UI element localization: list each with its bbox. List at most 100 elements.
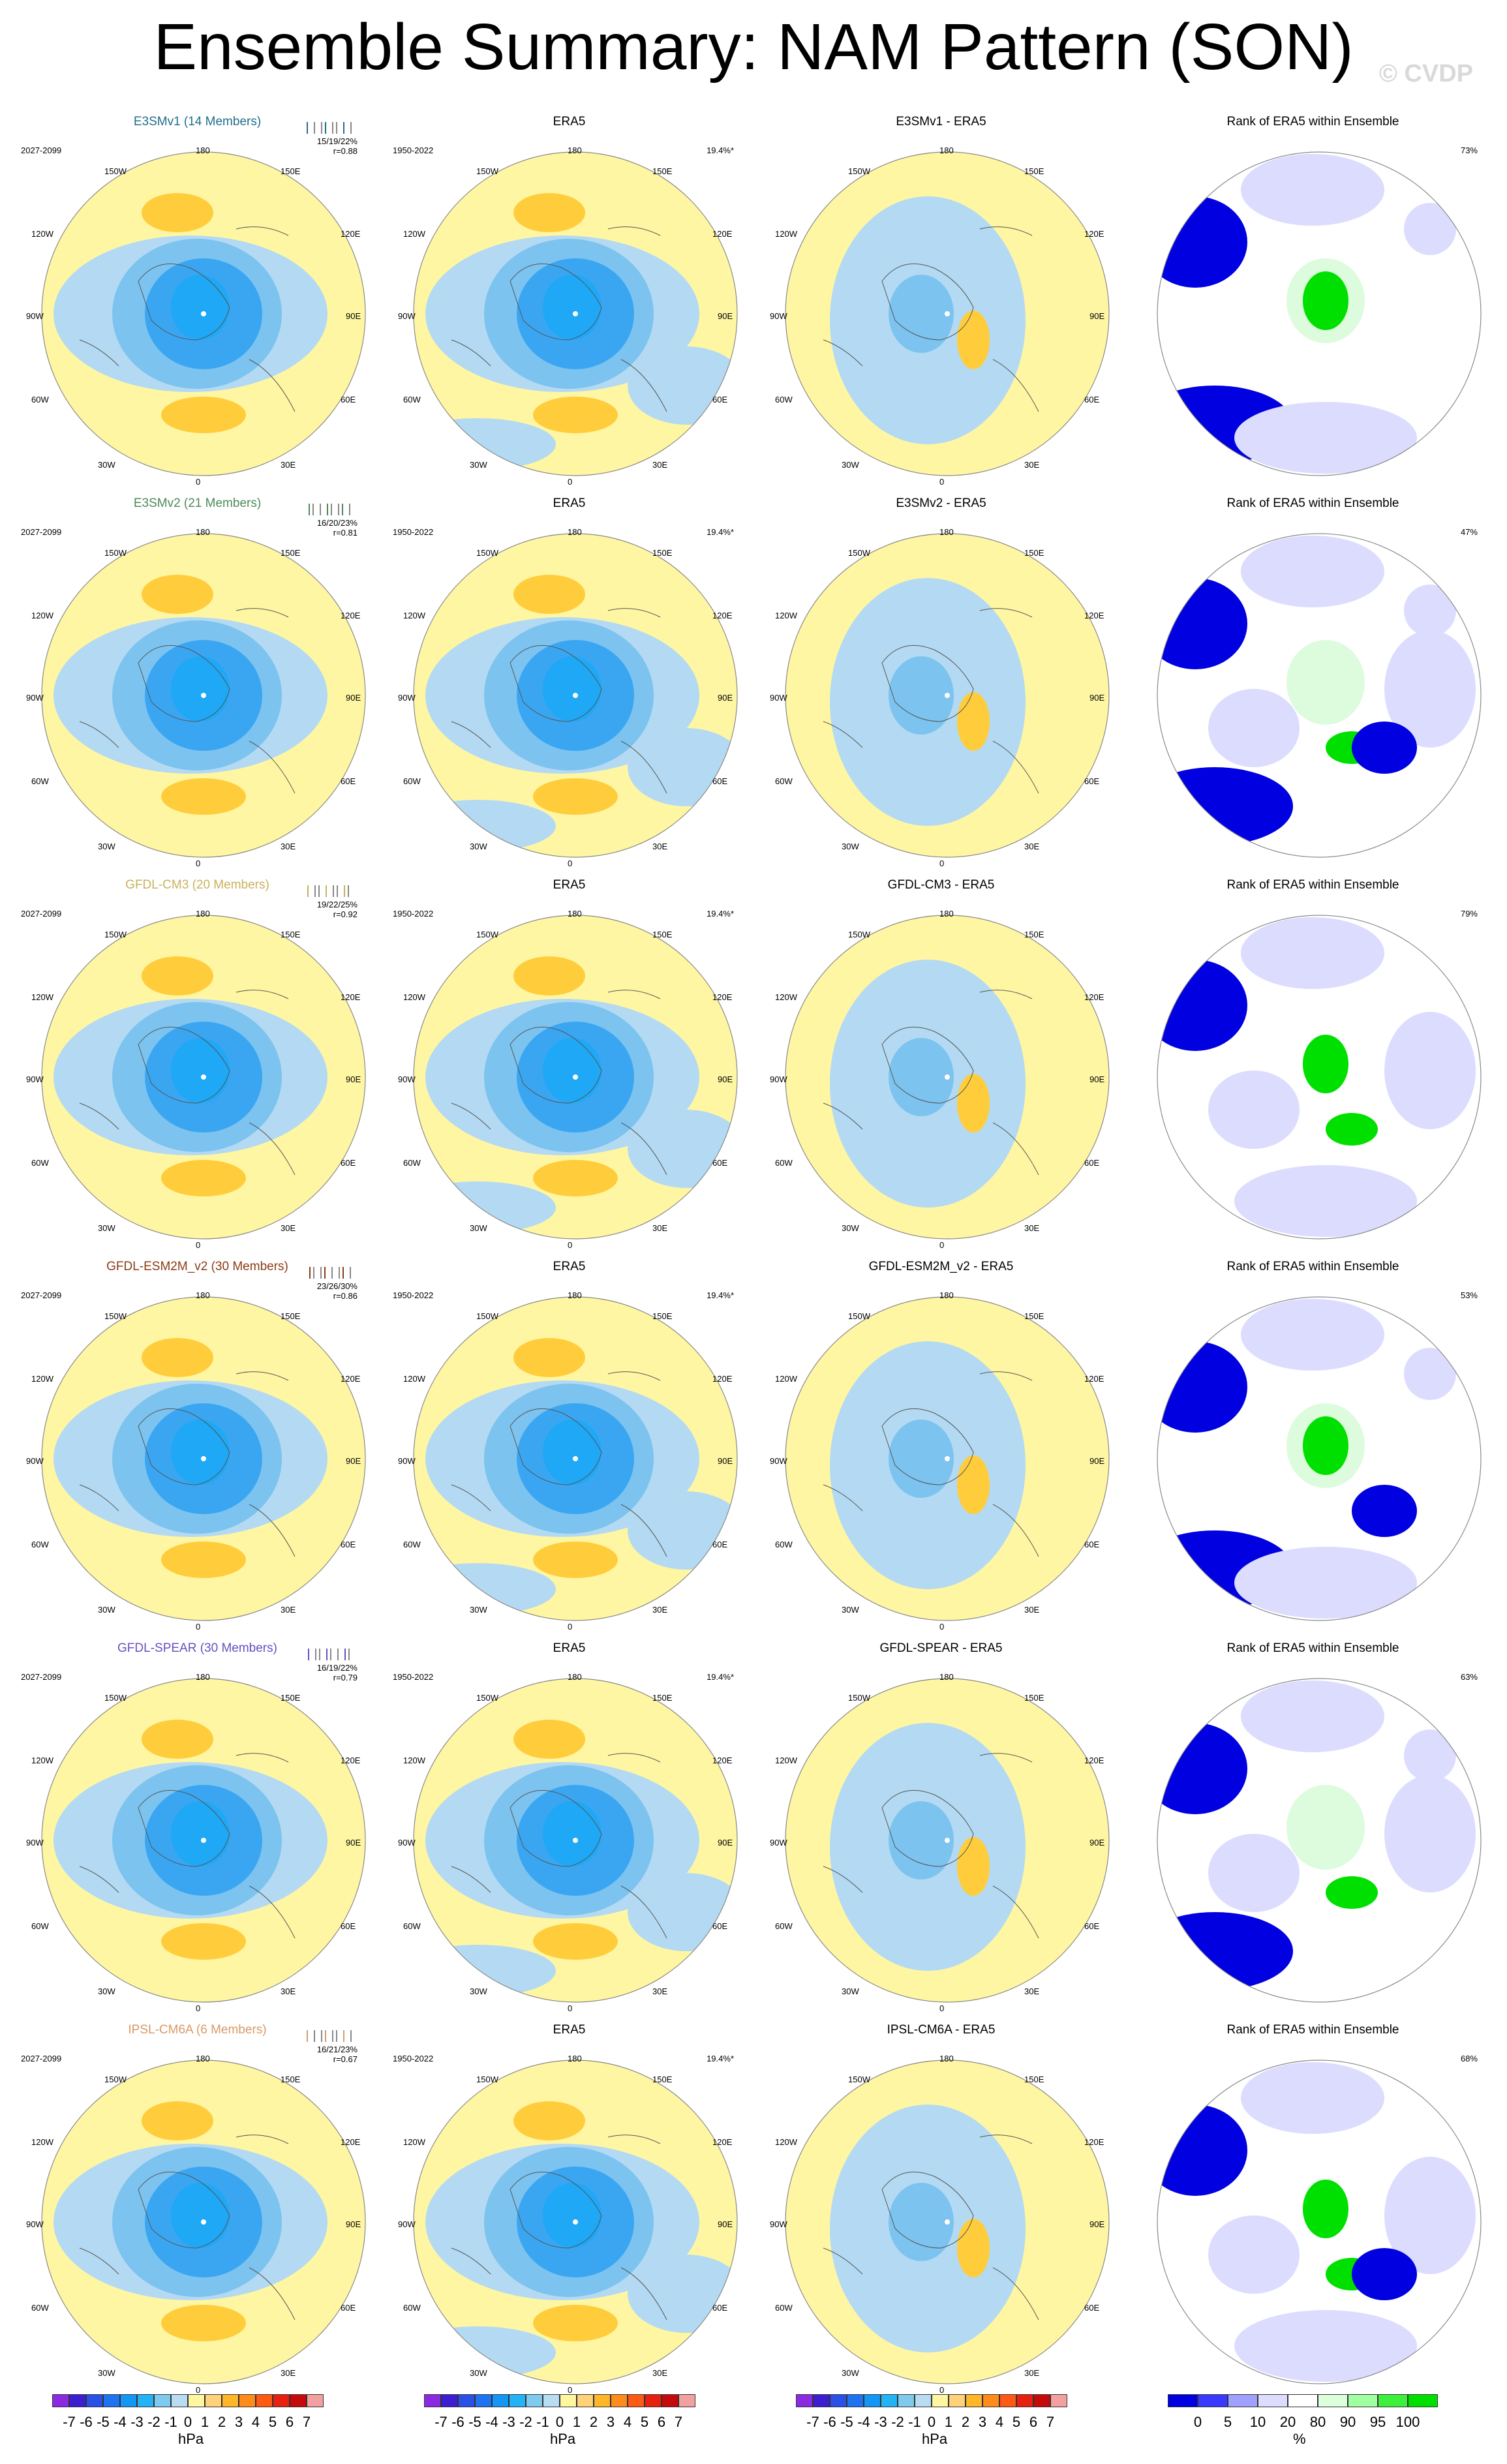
stats-block: 19/22/25% r=0.92 <box>279 900 358 919</box>
diff-polar-map <box>785 1296 1110 1621</box>
lon-label-wnw: 120W <box>403 611 425 620</box>
lon-label-se: 30E <box>652 460 668 470</box>
lon-label-nw: 150W <box>104 1311 127 1321</box>
lon-label-wnw: 120W <box>403 229 425 239</box>
member-tick <box>314 885 316 897</box>
lon-label-wsw: 60W <box>403 395 421 404</box>
member-tick <box>342 1267 344 1279</box>
lon-label-lon_top: 180 <box>939 145 954 155</box>
member-tick <box>331 504 332 515</box>
lon-label-nw: 150W <box>104 548 127 558</box>
lon-label-sw: 30W <box>470 460 487 470</box>
colorbar-swatch <box>69 2394 86 2407</box>
colorbar-swatch <box>577 2394 594 2407</box>
colorbar-swatch <box>1318 2394 1348 2407</box>
colorbar-tick-label: 100 <box>1395 2414 1420 2430</box>
lon-label-se: 30E <box>1024 1605 1040 1615</box>
diff-title: E3SMv2 - ERA5 <box>896 496 986 510</box>
colorbar-swatch <box>560 2394 577 2407</box>
lon-label-nw: 150W <box>848 2075 870 2084</box>
lon-label-wsw: 60W <box>775 1921 793 1931</box>
period-label: 1950-2022 <box>393 2054 434 2063</box>
lon-label-sw: 30W <box>470 1605 487 1615</box>
member-tick <box>312 504 314 515</box>
lon-label-w: 90W <box>26 1838 44 1848</box>
lon-label-lon_bottom: 0 <box>196 1622 201 1632</box>
lon-label-w: 90W <box>770 311 787 321</box>
lon-label-wsw: 60W <box>775 1158 793 1168</box>
colorbar-swatch <box>813 2394 830 2407</box>
colorbar-swatch <box>273 2394 290 2407</box>
lon-label-nw: 150W <box>848 166 870 176</box>
rank-title: Rank of ERA5 within Ensemble <box>1226 1260 1399 1273</box>
lon-label-lon_top: 180 <box>196 145 210 155</box>
ensemble-row: IPSL-CM6A (6 Members) 180 150W 150E 120W 120E… <box>0 2022 1507 2404</box>
lon-label-ene: 120E <box>1084 992 1104 1002</box>
lon-label-e: 90E <box>1089 311 1105 321</box>
lon-label-wnw: 120W <box>31 229 53 239</box>
colorbar-swatch <box>662 2394 678 2407</box>
lon-label-ne: 150E <box>652 930 673 939</box>
ensemble-row: GFDL-SPEAR (30 Members) 180 150W 150E 120W 12… <box>0 1641 1507 2022</box>
lon-label-wnw: 120W <box>31 992 53 1002</box>
colorbar-swatch <box>949 2394 966 2407</box>
lon-label-wnw: 120W <box>403 1756 425 1765</box>
model-panel: E3SMv2 (21 Members) 180 150W 150E 120W 120E 90… <box>20 496 375 877</box>
colorbar-tick-label: 3 <box>978 2414 987 2430</box>
model-polar-map <box>41 533 366 858</box>
pct-range: 16/20/23% <box>316 518 358 528</box>
lon-label-ne: 150E <box>281 2075 301 2084</box>
lon-label-se: 30E <box>652 2368 668 2378</box>
colorbar-swatch <box>864 2394 881 2407</box>
rank-pct-label: 68% <box>1460 2054 1478 2063</box>
lon-label-sw: 30W <box>470 1223 487 1233</box>
pct-range: 16/21/23% <box>316 2045 358 2054</box>
lon-label-wsw: 60W <box>31 776 49 786</box>
lon-label-lon_bottom: 0 <box>939 2003 945 2013</box>
lon-label-ese: 60E <box>1084 1158 1100 1168</box>
lon-label-ene: 120E <box>712 229 733 239</box>
lon-label-wnw: 120W <box>775 2137 797 2147</box>
colorbar-swatch <box>543 2394 560 2407</box>
colorbar-swatch <box>188 2394 205 2407</box>
lon-label-lon_bottom: 0 <box>196 2003 201 2013</box>
rank-title: Rank of ERA5 within Ensemble <box>1226 878 1399 892</box>
lon-label-ese: 60E <box>341 1540 356 1549</box>
colorbar-tick-label: 4 <box>995 2414 1004 2430</box>
lon-label-lon_bottom: 0 <box>196 1240 201 1250</box>
pct-range: 15/19/22% <box>316 136 358 146</box>
colorbar-tick-label: 2 <box>217 2414 226 2430</box>
lon-label-wnw: 120W <box>31 1374 53 1384</box>
lon-label-nw: 150W <box>104 2075 127 2084</box>
lon-label-se: 30E <box>1024 1986 1040 1996</box>
lon-label-w: 90W <box>398 1074 416 1084</box>
pct-label: 19.4%* <box>707 527 734 537</box>
diff-title: IPSL-CM6A - ERA5 <box>887 2023 996 2037</box>
lon-label-nw: 150W <box>104 930 127 939</box>
lon-label-lon_bottom: 0 <box>939 859 945 868</box>
lon-label-wnw: 120W <box>31 2137 53 2147</box>
colorbar-swatch <box>137 2394 154 2407</box>
member-tick <box>309 504 310 515</box>
lon-label-wnw: 120W <box>31 611 53 620</box>
correlation: r=0.67 <box>333 2054 358 2064</box>
lon-label-w: 90W <box>770 693 787 703</box>
lon-label-lon_top: 180 <box>568 145 582 155</box>
lon-label-ne: 150E <box>652 1311 673 1321</box>
lon-label-w: 90W <box>398 1456 416 1466</box>
diff-title: E3SMv1 - ERA5 <box>896 115 986 129</box>
lon-label-ese: 60E <box>712 1921 728 1931</box>
colorbar-unit: hPa <box>178 2431 204 2447</box>
lon-label-ese: 60E <box>341 1158 356 1168</box>
rank-panel: Rank of ERA5 within Ensemble 79% <box>1135 877 1491 1259</box>
lon-label-ne: 150E <box>281 166 301 176</box>
colorbar-tick-label: 80 <box>1309 2414 1326 2430</box>
lon-label-ese: 60E <box>712 395 728 404</box>
lon-label-wsw: 60W <box>31 1540 49 1549</box>
lon-label-lon_bottom: 0 <box>568 1622 573 1632</box>
lon-label-ene: 120E <box>1084 1374 1104 1384</box>
member-tick <box>324 1267 326 1279</box>
lon-label-e: 90E <box>346 1456 361 1466</box>
ensemble-row: E3SMv1 (14 Members) 180 150W 150E 120W 120E 90… <box>0 114 1507 496</box>
colorbar-unit: % <box>1293 2431 1306 2447</box>
